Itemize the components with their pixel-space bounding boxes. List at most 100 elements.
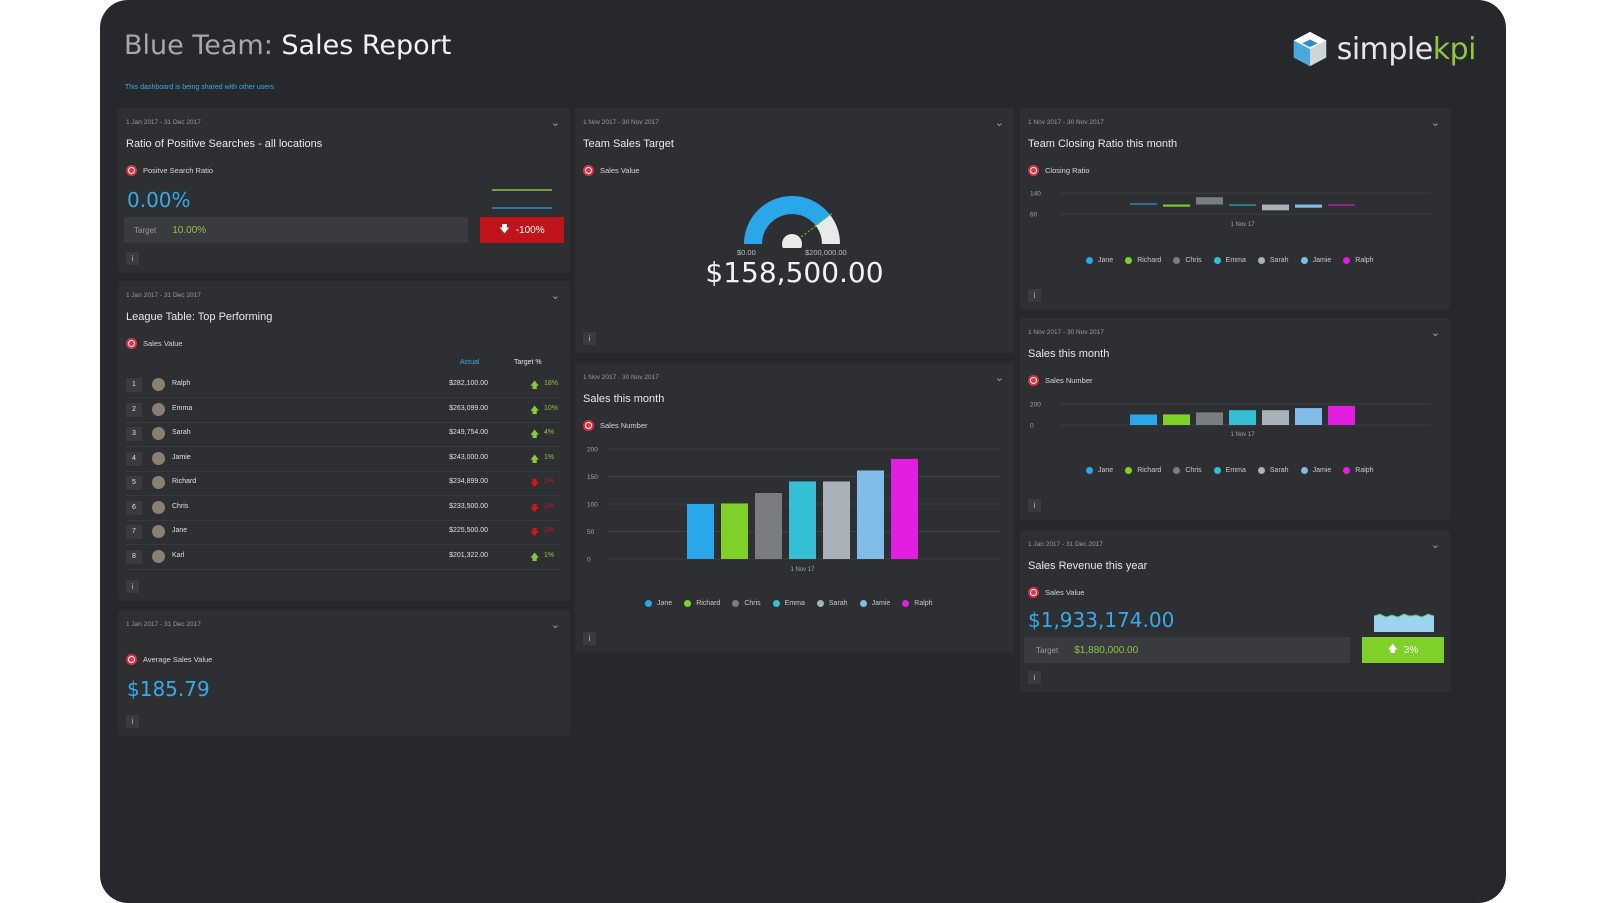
gauge-value: $158,500.00 (705, 256, 884, 289)
legend-label: Chris (744, 600, 761, 607)
person-name: Chris (172, 502, 189, 510)
column-header-target[interactable]: Target % (514, 359, 542, 366)
cube-logo-icon (1293, 31, 1326, 67)
legend-label: Chris (1185, 467, 1202, 474)
shared-note[interactable]: This dashboard is being shared with othe… (125, 84, 275, 91)
legend-dot (859, 600, 867, 607)
bar-jane[interactable] (687, 504, 714, 559)
bar-sarah[interactable] (1262, 410, 1289, 425)
table-row[interactable]: 7 Jane $225,500.00 🡇 1% (126, 520, 562, 545)
bar-chris[interactable] (1196, 197, 1223, 205)
chevron-down-icon[interactable]: ⌄ (994, 372, 1004, 384)
info-button[interactable]: i (1028, 671, 1041, 684)
target-icon (126, 654, 137, 665)
bar-jane[interactable] (1130, 414, 1157, 426)
chevron-down-icon[interactable]: ⌄ (550, 290, 560, 302)
target-value: $1,880,000.00 (1074, 644, 1139, 656)
chevron-down-icon[interactable]: ⌄ (1430, 539, 1440, 551)
legend-dot (1343, 467, 1351, 474)
info-button[interactable]: i (1028, 499, 1041, 512)
table-row[interactable]: 8 Karl $201,322.00 🡅 1% (126, 545, 562, 570)
person-name: Sarah (172, 429, 191, 436)
legend-dot (1213, 257, 1221, 264)
legend-item-richard[interactable]: Richard (1125, 257, 1161, 264)
gauge-min-label: $0.00 (737, 248, 756, 257)
info-button[interactable]: i (126, 252, 139, 265)
table-row[interactable]: 5 Richard $234,899.00 🡇 1% (126, 471, 562, 496)
kpi-name: Sales Value (143, 339, 183, 348)
table-row[interactable]: 6 Chris $233,500.00 🡇 1% (126, 496, 562, 521)
table-row[interactable]: 2 Emma $263,099.00 🡅 10% (126, 398, 562, 423)
legend-label: Jamie (1312, 467, 1332, 474)
bar-richard[interactable] (1163, 204, 1190, 207)
table-row[interactable]: 3 Sarah $249,754.00 🡅 4% (126, 422, 562, 447)
chevron-down-icon[interactable]: ⌄ (1430, 327, 1440, 339)
bar-sarah[interactable] (823, 481, 850, 559)
info-button[interactable]: i (126, 715, 139, 728)
actual-value: $225,500.00 (449, 527, 488, 534)
legend-label: Jamie (871, 600, 891, 607)
kpi-name: Positve Search Ratio (143, 166, 214, 175)
bar-richard[interactable] (1163, 414, 1190, 425)
legend-label: Emma (1225, 467, 1246, 474)
legend-item-ralph[interactable]: Ralph (902, 600, 933, 607)
arrow-up-icon: 🡅 (530, 453, 540, 464)
chevron-down-icon[interactable]: ⌄ (550, 117, 560, 129)
bar-emma[interactable] (1229, 204, 1256, 206)
avatar (152, 525, 165, 538)
change-badge: 🡅 3% (1362, 637, 1444, 663)
panel-date: 1 Nov 2017 - 30 Nov 2017 (1028, 119, 1104, 126)
bar-ralph[interactable] (891, 458, 918, 559)
legend-item-ralph[interactable]: Ralph (1343, 257, 1374, 264)
legend-item-emma[interactable]: Emma (1213, 257, 1246, 264)
info-button[interactable]: i (126, 580, 139, 593)
table-row[interactable]: 1 Ralph $282,100.00 🡅 18% (126, 373, 562, 398)
table-row[interactable]: 4 Jamie $243,000.00 🡅 1% (126, 447, 562, 472)
bar-jamie[interactable] (857, 470, 884, 559)
target-percent: 18% (544, 380, 559, 387)
bar-chris[interactable] (1196, 412, 1223, 425)
legend-item-jane[interactable]: Jane (1086, 467, 1113, 474)
chevron-down-icon[interactable]: ⌄ (1430, 117, 1440, 129)
bar-ralph[interactable] (1328, 204, 1355, 206)
arrow-up-icon: 🡅 (530, 551, 540, 562)
bar-jamie[interactable] (1295, 408, 1322, 425)
bar-emma[interactable] (789, 481, 816, 559)
title-prefix: Blue Team: (124, 30, 273, 61)
legend-dot (1300, 257, 1308, 264)
legend-dot (1257, 467, 1265, 474)
legend-item-richard[interactable]: Richard (684, 600, 720, 607)
info-button[interactable]: i (583, 332, 596, 345)
info-button[interactable]: i (583, 632, 596, 645)
legend-item-sarah[interactable]: Sarah (1257, 257, 1289, 264)
legend-item-jamie[interactable]: Jamie (1300, 467, 1332, 474)
bar-sarah[interactable] (1262, 204, 1289, 211)
bar-richard[interactable] (721, 503, 748, 559)
chevron-down-icon[interactable]: ⌄ (994, 117, 1004, 129)
person-name: Karl (172, 551, 185, 559)
sales-month-mid-panel: 1 Nov 2017 - 30 Nov 2017 ⌄ Sales this mo… (575, 363, 1014, 653)
legend-item-emma[interactable]: Emma (772, 600, 805, 607)
legend-item-sarah[interactable]: Sarah (1257, 467, 1289, 474)
legend-item-chris[interactable]: Chris (1173, 257, 1202, 264)
legend-item-chris[interactable]: Chris (1173, 467, 1202, 474)
legend-item-richard[interactable]: Richard (1125, 467, 1161, 474)
legend-item-sarah[interactable]: Sarah (816, 600, 848, 607)
bar-emma[interactable] (1229, 410, 1256, 425)
bar-chris[interactable] (755, 493, 782, 559)
legend-item-ralph[interactable]: Ralph (1343, 467, 1374, 474)
bar-jamie[interactable] (1295, 204, 1322, 208)
bar-jane[interactable] (1130, 203, 1157, 205)
legend-item-jamie[interactable]: Jamie (1300, 257, 1331, 264)
legend-item-emma[interactable]: Emma (1213, 467, 1246, 474)
info-button[interactable]: i (1028, 289, 1041, 302)
legend-item-jane[interactable]: Jane (1086, 257, 1113, 264)
legend-item-jane[interactable]: Jane (645, 600, 672, 607)
legend-item-chris[interactable]: Chris (732, 600, 761, 607)
league-table-panel: 1 Jan 2017 - 31 Dec 2017 ⌄ League Table:… (118, 281, 570, 601)
chevron-down-icon[interactable]: ⌄ (550, 619, 560, 631)
column-header-actual[interactable]: Actual (460, 359, 480, 366)
actual-value: $263,099.00 (449, 404, 488, 412)
bar-ralph[interactable] (1328, 405, 1355, 425)
legend-item-jamie[interactable]: Jamie (859, 600, 891, 607)
